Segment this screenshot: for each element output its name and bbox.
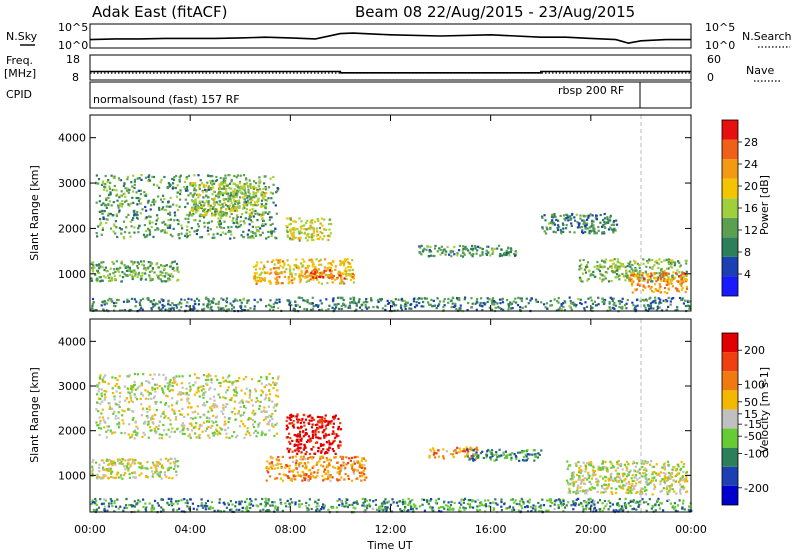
colorbar-tick-6: 28	[744, 136, 758, 149]
y-tick-label-1: 2000	[58, 222, 86, 235]
scatter-patch-0	[95, 372, 280, 440]
colorbar-segment-6	[722, 159, 738, 179]
colorbar-segment-5	[722, 390, 738, 410]
colorbar-tick-3: 16	[744, 202, 758, 215]
colorbar-segment-4	[722, 198, 738, 218]
freq-label: Freq.	[6, 54, 33, 67]
freq-ytick-left-top: 18	[66, 53, 80, 66]
frequency-panel: 18 8 60 0 Freq. [MHz] Nave	[4, 53, 780, 84]
y-tick-label-0: 1000	[58, 268, 86, 281]
scatter-patch-1	[190, 180, 268, 217]
colorbar-segment-1	[722, 256, 738, 277]
scatter-patch-6	[565, 459, 689, 496]
frequency-series-line	[90, 70, 691, 74]
freq-ytick-left-bottom: 8	[72, 71, 79, 84]
noise-ytick-right-top: 10^5	[705, 21, 735, 34]
power-data-layer	[90, 174, 692, 313]
nsky-label: N.Sky	[6, 30, 38, 43]
velocity-y-axis-label: Slant Range [km]	[28, 367, 41, 463]
scatter-patch-1	[91, 457, 180, 480]
freq-ytick-right-bottom: 0	[707, 71, 714, 84]
power-colorbar-label: Power [dB]	[758, 175, 771, 235]
colorbar-segment-4	[722, 409, 738, 429]
colorbar-segment-3	[722, 217, 738, 238]
power-panel: 1000 2000 3000 4000 Slant Range [km] 4 8 12 16…	[28, 114, 771, 313]
colorbar-tick-5: -50	[744, 430, 762, 443]
colorbar-segment-8	[722, 333, 738, 353]
scatter-patch-4	[304, 269, 348, 281]
y-tick-label-3: 4000	[58, 335, 86, 348]
colorbar-tick-1: 100	[744, 379, 765, 392]
scatter-patch-9	[628, 271, 689, 295]
noise-panel: 10^5 10^0 10^5 10^0 N.Sky N.Search	[6, 21, 792, 52]
x-axis-label: Time UT	[366, 539, 412, 552]
x-tick-label-3: 12:00	[375, 523, 407, 536]
x-tick-label-6: 00:00	[675, 523, 707, 536]
colorbar-segment-0	[722, 276, 738, 296]
freq-unit-label: [MHz]	[4, 67, 36, 80]
colorbar-tick-4: -15	[744, 418, 762, 431]
colorbar-tick-3: 15	[744, 408, 758, 421]
power-y-ticks: 1000 2000 3000 4000	[58, 132, 691, 281]
scatter-patch-0	[95, 174, 280, 240]
scatter-patch-5	[285, 217, 333, 242]
colorbar-segment-0	[722, 485, 738, 505]
colorbar-segment-2	[722, 237, 738, 257]
colorbar-tick-2: 50	[744, 396, 758, 409]
velocity-colorbar-label: Velocity [m s-1]	[758, 367, 771, 453]
radar-title: Adak East (fitACF)	[92, 3, 227, 21]
y-tick-label-2: 3000	[58, 380, 86, 393]
scatter-patch-3	[265, 455, 368, 482]
noise-ytick-left-top: 10^5	[58, 21, 88, 34]
noise-ytick-left-bottom: 10^0	[58, 39, 88, 52]
power-colorbar: 4 8 12 16 20 24 28	[721, 119, 758, 297]
cpid-strip: CPID normalsound (fast) 157 RF rbsp 200 …	[6, 81, 692, 109]
colorbar-segment-8	[722, 120, 738, 140]
nsky-series-line	[89, 32, 691, 45]
colorbar-segment-7	[722, 139, 738, 160]
scatter-patch-2	[285, 413, 343, 456]
cpid-segment-rbsp: rbsp 200 RF	[558, 84, 624, 97]
colorbar-tick-7: -200	[744, 482, 769, 495]
scatter-patch-7	[541, 212, 619, 235]
nsearch-label: N.Search	[742, 30, 792, 43]
colorbar-tick-0: 4	[744, 268, 751, 281]
x-tick-label-0: 00:00	[74, 523, 106, 536]
colorbar-tick-0: 200	[744, 344, 765, 357]
cpid-segment-normalsound: normalsound (fast) 157 RF	[93, 93, 240, 106]
colorbar-segment-7	[722, 352, 738, 372]
colorbar-segment-3	[722, 428, 738, 448]
colorbar-segment-2	[722, 447, 738, 467]
scatter-patch-6	[418, 244, 518, 258]
scatter-patch-2	[90, 260, 180, 283]
power-y-axis-label: Slant Range [km]	[28, 165, 41, 261]
colorbar-segment-5	[722, 178, 738, 199]
velocity-y-ticks: 1000 2000 3000 4000	[58, 335, 691, 482]
velocity-x-ticks: 00:00 04:00 08:00 12:00 16:00 20:00 00:00	[74, 115, 707, 536]
nave-label: Nave	[746, 64, 774, 77]
colorbar-tick-2: 12	[744, 224, 758, 237]
cpid-label: CPID	[6, 88, 32, 101]
colorbar-tick-6: -100	[744, 447, 769, 460]
colorbar-tick-1: 8	[744, 246, 751, 259]
beam-title: Beam 08 22/Aug/2015 - 23/Aug/2015	[355, 3, 635, 21]
y-tick-label-3: 4000	[58, 132, 86, 145]
colorbar-tick-4: 20	[744, 180, 758, 193]
x-tick-label-2: 08:00	[274, 523, 306, 536]
colorbar-tick-5: 24	[744, 158, 758, 171]
noise-ytick-right-bottom: 10^0	[705, 39, 735, 52]
y-tick-label-1: 2000	[58, 425, 86, 438]
y-tick-label-0: 1000	[58, 469, 86, 482]
colorbar-segment-6	[722, 371, 738, 391]
colorbar-segment-1	[722, 466, 738, 486]
x-tick-label-1: 04:00	[174, 523, 206, 536]
freq-ytick-right-top: 60	[707, 53, 721, 66]
y-tick-label-2: 3000	[58, 177, 86, 190]
scatter-patch-5	[466, 448, 543, 462]
x-tick-label-5: 20:00	[575, 523, 607, 536]
x-tick-label-4: 16:00	[475, 523, 507, 536]
velocity-panel: 1000 2000 3000 4000 00:00 04:00 08:00 12:00 16:…	[28, 115, 771, 552]
